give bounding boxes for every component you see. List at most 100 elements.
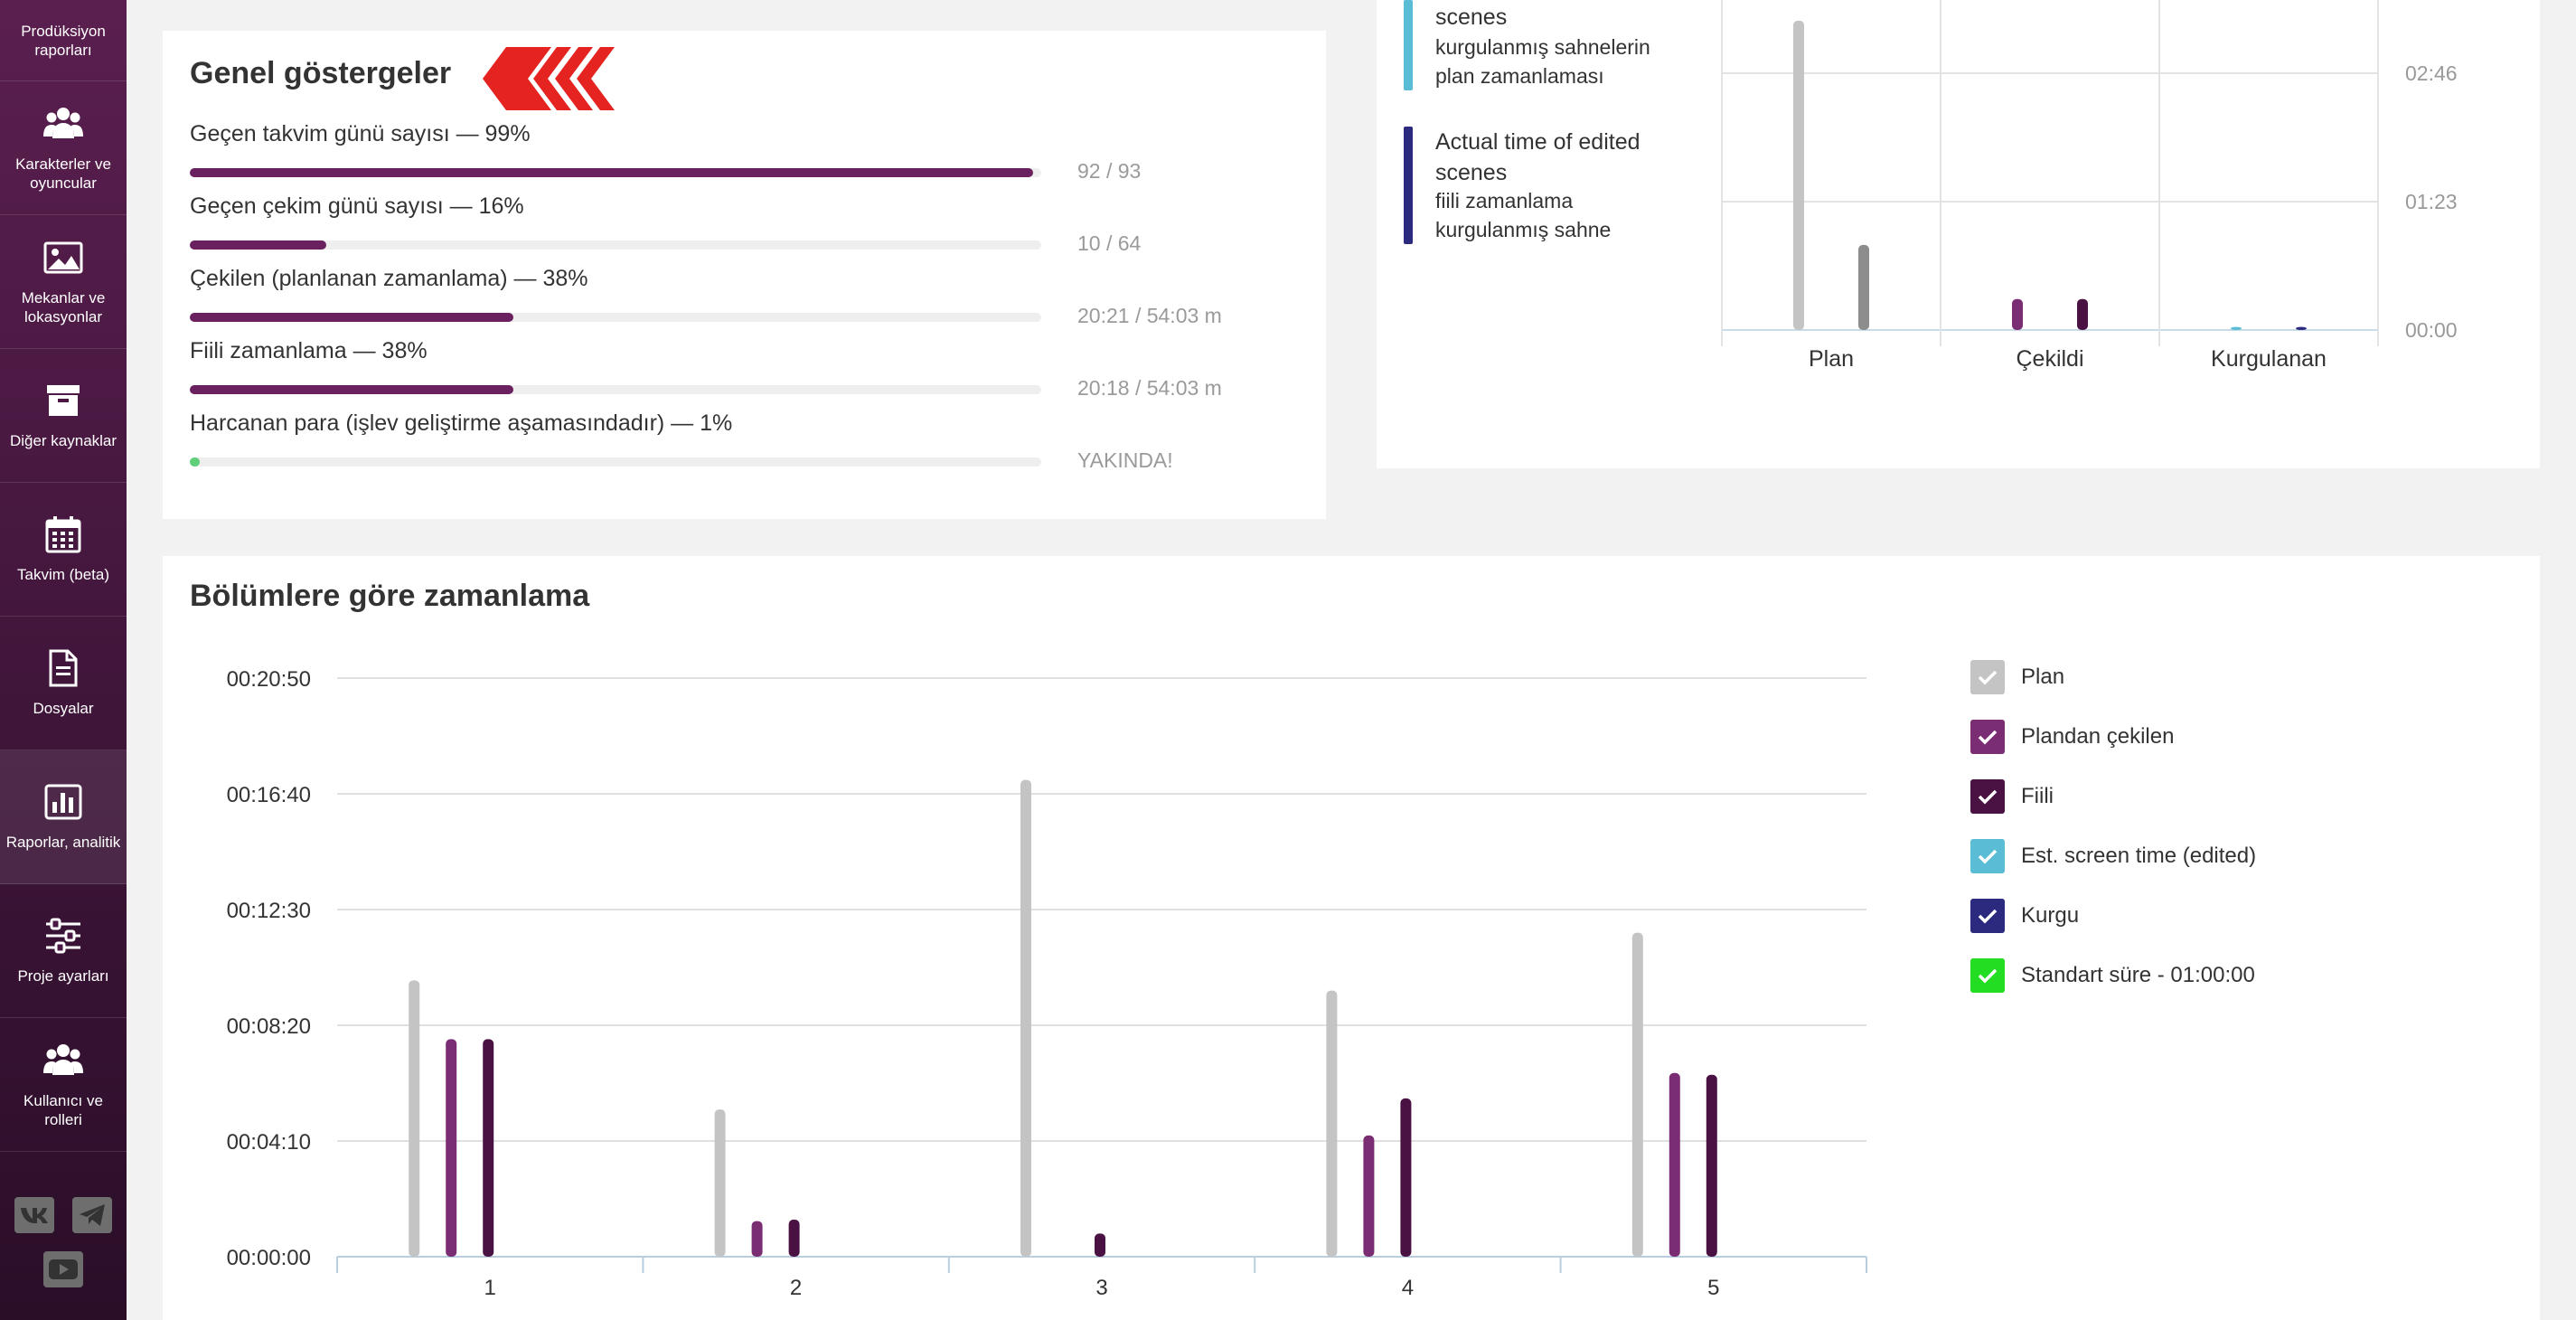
legend-subtitle: kurgulanmış sahne xyxy=(1435,218,1612,241)
general-indicators-panel: Genel göstergeler Geçen takvim günü sayı… xyxy=(163,31,1326,519)
legend-item-est-screen-time[interactable]: Est. screen time (edited) xyxy=(1970,838,2256,874)
x-tick-label: 4 xyxy=(1402,1276,1414,1300)
sidebar-item-locations[interactable]: Mekanlar ve lokasyonlar xyxy=(0,215,127,349)
y-tick-label: 00:12:30 xyxy=(227,899,311,923)
progress-fill xyxy=(190,168,1033,177)
progress-fill xyxy=(190,457,201,467)
bar xyxy=(2296,326,2307,330)
legend-title: scenes xyxy=(1435,5,1508,30)
legend-item-plan[interactable]: Plan xyxy=(1970,659,2064,695)
sidebar-item-label: Raporlar, analitik xyxy=(5,834,121,851)
legend-label: Kurgu xyxy=(2021,903,2080,928)
legend-subtitle: plan zamanlaması xyxy=(1435,64,1604,88)
youtube-icon[interactable] xyxy=(43,1251,83,1287)
sidebar-item-label: Dosyalar xyxy=(33,700,94,717)
vk-icon[interactable] xyxy=(14,1197,54,1233)
x-tick-label: Kurgulanan xyxy=(2211,346,2327,372)
legend-title: Actual time of edited scenes xyxy=(1435,129,1641,185)
bar xyxy=(1793,20,1804,330)
legend-item-actual[interactable]: Fiili xyxy=(1970,778,2054,815)
bar xyxy=(1363,1135,1375,1257)
metric-label: Çekilen (planlanan zamanlama) — 38% xyxy=(190,266,588,291)
metric-label: Geçen çekim günü sayısı — 16% xyxy=(190,193,524,219)
sidebar-item-label: Takvim (beta) xyxy=(16,566,110,583)
x-tick-label: Çekildi xyxy=(2016,346,2083,372)
progress-track xyxy=(190,313,1041,322)
episode-chart: 00:00:00 00:04:10 00:08:20 00:12:30 00:16:40… xyxy=(227,667,1867,1300)
sliders-icon xyxy=(43,916,83,956)
sidebar-item-calendar[interactable]: Takvim (beta) xyxy=(0,483,127,617)
y-tick-label: 00:20:50 xyxy=(227,667,311,692)
sidebar-item-project-settings[interactable]: Proje ayarları xyxy=(0,884,127,1018)
progress-track xyxy=(190,240,1041,250)
bar xyxy=(1095,1233,1105,1257)
legend-label: Est. screen time (edited) xyxy=(2021,844,2257,868)
calendar-icon xyxy=(43,514,83,554)
progress-fill xyxy=(190,313,513,322)
y-tick-label: 00:16:40 xyxy=(227,783,311,807)
metric-value: 20:18 / 54:03 m xyxy=(1077,376,1222,400)
sidebar-item-other-resources[interactable]: Diğer kaynaklar xyxy=(0,349,127,483)
metric-label: Geçen takvim günü sayısı — 99% xyxy=(190,121,531,146)
bar xyxy=(714,1109,726,1257)
checkbox-icon[interactable] xyxy=(1970,660,2005,694)
progress-fill xyxy=(190,240,326,250)
sidebar-item-files[interactable]: Dosyalar xyxy=(0,617,127,750)
sidebar: Prodüksiyon raporları Karakterler ve oyu… xyxy=(0,0,127,1320)
y-tick-label: 00:08:20 xyxy=(227,1014,311,1039)
checkbox-icon[interactable] xyxy=(1970,899,2005,933)
bar xyxy=(751,1221,763,1257)
image-icon xyxy=(43,238,83,278)
bar xyxy=(788,1220,800,1257)
x-tick-label: 3 xyxy=(1095,1276,1107,1300)
bar xyxy=(2077,298,2088,330)
bar xyxy=(2012,298,2023,330)
bar xyxy=(1400,1098,1412,1257)
checkbox-icon[interactable] xyxy=(1970,839,2005,873)
sidebar-item-label: Prodüksiyon raporları xyxy=(21,22,106,59)
bar-chart-icon xyxy=(43,782,83,822)
legend-label: Standart süre - 01:00:00 xyxy=(2021,963,2255,987)
sidebar-item-label: Karakterler ve oyuncular xyxy=(15,155,111,192)
y-tick-label: 01:23 xyxy=(2405,190,2458,213)
legend-subtitle: kurgulanmış sahnelerin xyxy=(1435,35,1650,59)
people-icon xyxy=(43,104,83,144)
telegram-icon[interactable] xyxy=(72,1197,112,1233)
checkbox-icon[interactable] xyxy=(1970,720,2005,754)
panel-title: Bölümlere göre zamanlama xyxy=(190,579,590,613)
document-icon xyxy=(43,648,83,688)
bar xyxy=(1020,779,1031,1257)
checkbox-icon[interactable] xyxy=(1970,779,2005,814)
metric-value: 20:21 / 54:03 m xyxy=(1077,304,1222,327)
sidebar-item-label: Diğer kaynaklar xyxy=(9,432,118,449)
sidebar-item-label: Mekanlar ve lokasyonlar xyxy=(21,288,106,325)
checkbox-icon[interactable] xyxy=(1970,958,2005,993)
summary-chart: 00:00 01:23 02:46 Plan Çekildi Kurgulanan xyxy=(1721,0,2458,372)
panel-title: Genel göstergeler xyxy=(190,56,452,90)
x-tick-label: 5 xyxy=(1707,1276,1719,1300)
people-icon xyxy=(43,1041,83,1080)
bar xyxy=(2231,326,2242,330)
legend-item-shot-from-plan[interactable]: Plandan çekilen xyxy=(1970,719,2174,755)
episode-timing-panel: Bölümlere göre zamanlama 00:00:00 00:04:1… xyxy=(163,556,2540,1320)
sidebar-item-reports[interactable]: Raporlar, analitik xyxy=(0,750,127,884)
legend-color-bar xyxy=(1404,0,1413,90)
sidebar-item-characters[interactable]: Karakterler ve oyuncular xyxy=(0,81,127,215)
x-tick-label: 1 xyxy=(484,1276,496,1300)
bar xyxy=(1326,990,1338,1257)
y-tick-label: 00:00 xyxy=(2405,318,2458,342)
legend-item-standard-duration[interactable]: Standart süre - 01:00:00 xyxy=(1970,957,2255,994)
sidebar-item-production-reports[interactable]: Prodüksiyon raporları xyxy=(0,0,127,81)
sidebar-item-users-roles[interactable]: Kullanıcı ve rolleri xyxy=(0,1018,127,1152)
metric-value: 92 / 93 xyxy=(1077,159,1142,183)
metric-value: 10 / 64 xyxy=(1077,231,1142,255)
legend-label: Fiili xyxy=(2021,784,2054,808)
archive-box-icon xyxy=(43,381,83,420)
y-tick-label: 00:04:10 xyxy=(227,1130,311,1155)
legend-item-edit[interactable]: Kurgu xyxy=(1970,898,2079,934)
y-tick-label: 02:46 xyxy=(2405,61,2458,85)
back-arrows-icon[interactable] xyxy=(470,42,624,120)
progress-track xyxy=(190,457,1041,467)
y-tick-label: 00:00:00 xyxy=(227,1246,311,1270)
x-tick-label: 2 xyxy=(790,1276,802,1300)
